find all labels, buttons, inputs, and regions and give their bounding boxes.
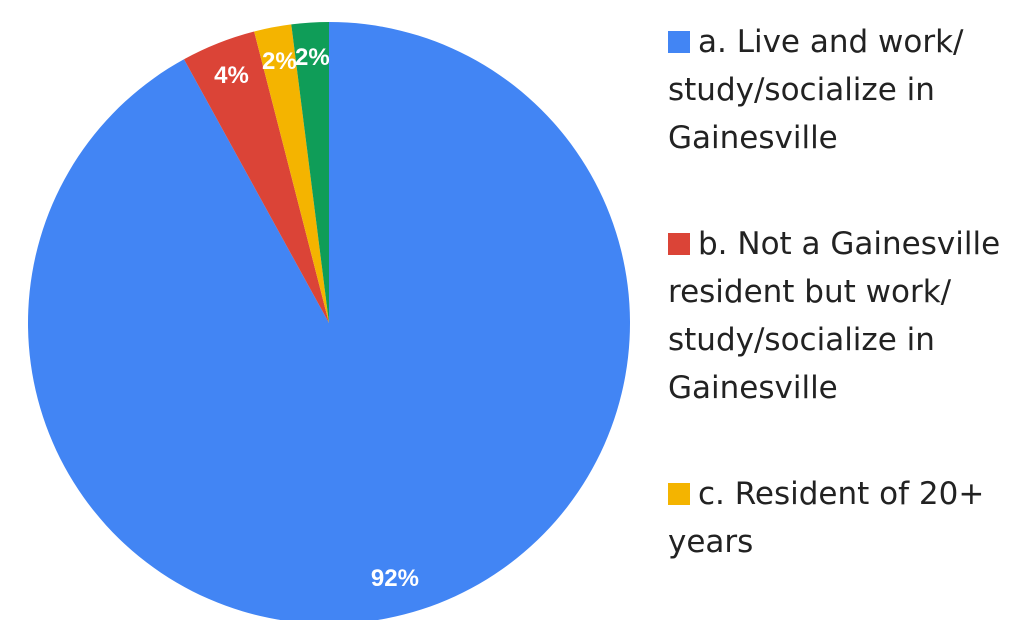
legend-label: b. Not a Gainesville resident but work/ … <box>668 226 1001 406</box>
legend-label: c. Resident of 20+ years <box>668 476 985 560</box>
legend-swatch <box>668 483 690 505</box>
pie-slice <box>254 24 329 323</box>
pie-slice <box>291 22 329 323</box>
pie-slice <box>28 22 630 620</box>
pie-slice <box>183 31 329 323</box>
slice-label: 2% <box>262 48 297 75</box>
slice-label: 2% <box>295 44 330 71</box>
legend-label: a. Live and work/ study/socialize in Gai… <box>668 24 964 156</box>
legend-swatch <box>668 233 690 255</box>
pie: 92% 4% 2%2% <box>28 22 630 620</box>
legend-swatch <box>668 31 690 53</box>
slice-label: 92% <box>371 565 419 592</box>
legend: a. Live and work/ study/socialize in Gai… <box>668 18 1030 620</box>
legend-item: b. Not a Gainesville resident but work/ … <box>668 220 1030 412</box>
legend-item: a. Live and work/ study/socialize in Gai… <box>668 18 1030 162</box>
legend-item: c. Resident of 20+ years <box>668 470 1030 566</box>
slice-label: 4% <box>214 62 249 89</box>
